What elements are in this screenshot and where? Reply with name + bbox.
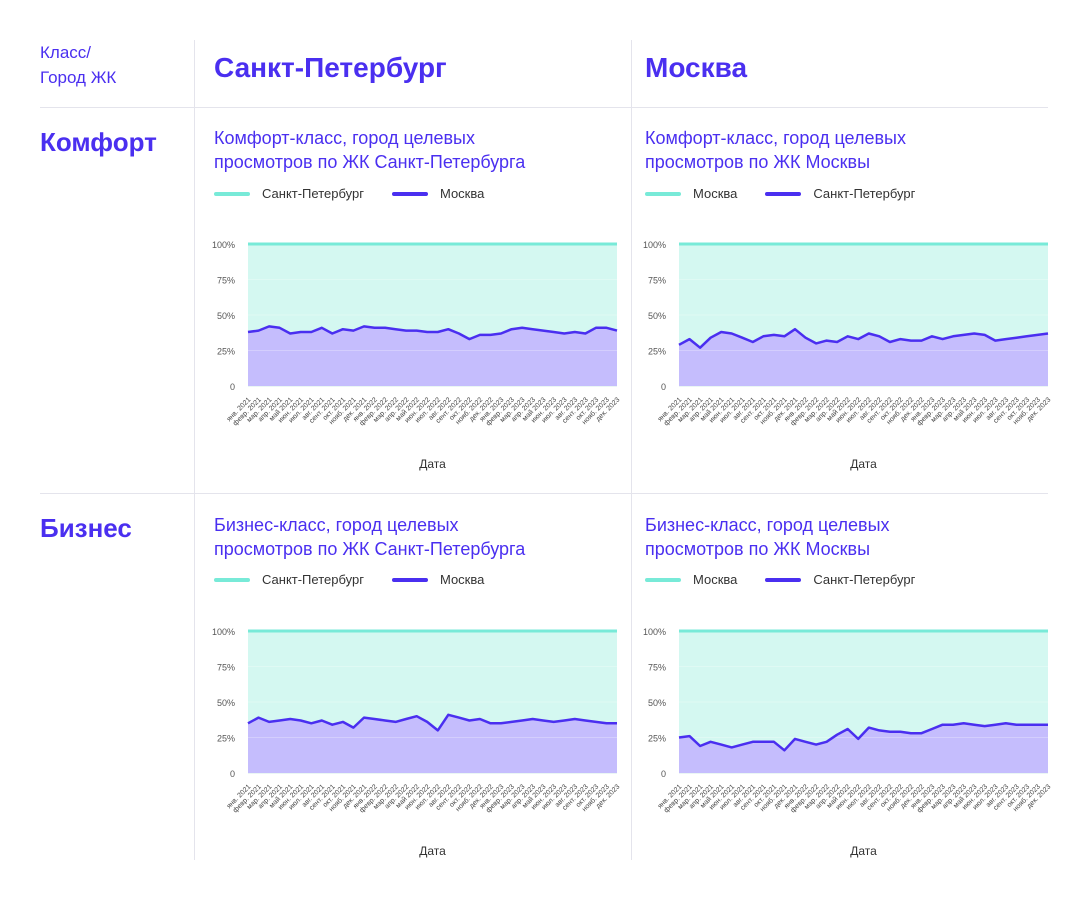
legend-item: Санкт-Петербург: [765, 186, 915, 201]
y-tick-label: 0: [230, 382, 235, 392]
y-tick-label: 75%: [217, 663, 235, 673]
y-tick-label: 25%: [648, 347, 666, 357]
series-area-Москва: [248, 714, 617, 773]
y-tick-label: 100%: [212, 627, 235, 637]
row-header-comfort: Комфорт: [40, 127, 157, 157]
chart-title-line2: просмотров по ЖК Санкт-Петербурга: [214, 152, 526, 172]
legend-swatch-teal: [645, 577, 681, 582]
series-line-Санкт-Петербург: [678, 327, 1049, 349]
legend-label: Санкт-Петербург: [262, 186, 364, 201]
y-tick-label: 0: [230, 769, 235, 779]
y-tick-label: 0: [661, 382, 666, 392]
legend-label: Москва: [693, 572, 738, 587]
chart-title-comfort-spb: Комфорт-класс, город целевых просмотров …: [214, 126, 525, 174]
chart-legend-business-spb: Санкт-Петербург Москва: [214, 572, 512, 587]
series-line-Санкт-Петербург: [678, 722, 1048, 752]
grid-horizontal-divider-2: [40, 493, 1048, 494]
x-axis-label: Дата: [850, 457, 877, 471]
legend-item: Санкт-Петербург: [214, 572, 364, 587]
x-axis-label: Дата: [850, 844, 877, 858]
series-line-Москва: [247, 325, 618, 341]
series-area-Санкт-Петербург: [679, 329, 1048, 386]
y-tick-label: 25%: [217, 347, 235, 357]
legend-swatch-purple: [765, 191, 802, 196]
y-tick-label: 0: [661, 769, 666, 779]
legend-item: Санкт-Петербург: [765, 572, 915, 587]
y-tick-label: 100%: [212, 240, 235, 250]
row-header-business: Бизнес: [40, 513, 132, 543]
y-tick-label: 50%: [217, 311, 235, 321]
chart-title-line1: Комфорт-класс, город целевых: [645, 128, 906, 148]
y-tick-label: 25%: [217, 734, 235, 744]
y-tick-label: 75%: [648, 663, 666, 673]
legend-item: Москва: [645, 186, 737, 201]
corner-label-line1: Класс/: [40, 43, 91, 62]
chart-legend-comfort-spb: Санкт-Петербург Москва: [214, 186, 512, 201]
chart-title-line2: просмотров по ЖК Санкт-Петербурга: [214, 539, 526, 559]
legend-swatch-teal: [645, 191, 681, 196]
y-tick-label: 25%: [648, 734, 666, 744]
legend-item: Москва: [645, 572, 737, 587]
y-tick-label: 50%: [217, 698, 235, 708]
chart-title-line1: Бизнес-класс, город целевых: [214, 515, 459, 535]
chart-title-comfort-msk: Комфорт-класс, город целевых просмотров …: [645, 126, 906, 174]
legend-swatch-teal: [214, 191, 250, 196]
y-tick-label: 50%: [648, 698, 666, 708]
legend-swatch-purple: [391, 191, 428, 196]
legend-item: Санкт-Петербург: [214, 186, 364, 201]
chart-title-line1: Комфорт-класс, город целевых: [214, 128, 475, 148]
y-tick-label: 50%: [648, 311, 666, 321]
corner-label-line2: Город ЖК: [40, 68, 117, 87]
legend-label: Санкт-Петербург: [813, 572, 916, 587]
series-area-Москва: [248, 326, 617, 386]
legend-label: Москва: [439, 572, 485, 587]
column-header-msk: Москва: [645, 52, 748, 83]
chart-title-business-msk: Бизнес-класс, город целевых просмотров п…: [645, 513, 890, 561]
x-axis-label: Дата: [419, 844, 446, 858]
column-header-spb: Санкт-Петербург: [214, 52, 447, 83]
x-axis-label: Дата: [419, 457, 446, 471]
legend-label: Санкт-Петербург: [262, 572, 364, 587]
legend-swatch-teal: [214, 577, 250, 582]
legend-item: Москва: [391, 572, 485, 587]
legend-label: Москва: [439, 186, 485, 201]
chart-title-line1: Бизнес-класс, город целевых: [645, 515, 890, 535]
legend-swatch-purple: [391, 577, 428, 582]
y-tick-label: 75%: [217, 276, 235, 286]
y-tick-label: 100%: [643, 240, 666, 250]
chart-legend-comfort-msk: Москва Санкт-Петербург: [645, 186, 943, 201]
legend-label: Москва: [693, 186, 738, 201]
chart-title-line2: просмотров по ЖК Москвы: [645, 152, 871, 172]
legend-label: Санкт-Петербург: [813, 186, 916, 201]
y-tick-label: 100%: [643, 627, 666, 637]
legend-item: Москва: [391, 186, 485, 201]
grid-vertical-divider-1: [194, 40, 195, 860]
series-line-Москва: [247, 713, 617, 732]
grid-vertical-divider-2: [631, 40, 632, 860]
series-area-Санкт-Петербург: [679, 723, 1048, 773]
chart-title-business-spb: Бизнес-класс, город целевых просмотров п…: [214, 513, 525, 561]
y-tick-label: 75%: [648, 276, 666, 286]
grid-horizontal-divider-1: [40, 107, 1048, 108]
corner-label: Класс/ Город ЖК: [40, 40, 180, 90]
legend-swatch-purple: [765, 577, 802, 582]
chart-title-line2: просмотров по ЖК Москвы: [645, 539, 871, 559]
chart-legend-business-msk: Москва Санкт-Петербург: [645, 572, 943, 587]
